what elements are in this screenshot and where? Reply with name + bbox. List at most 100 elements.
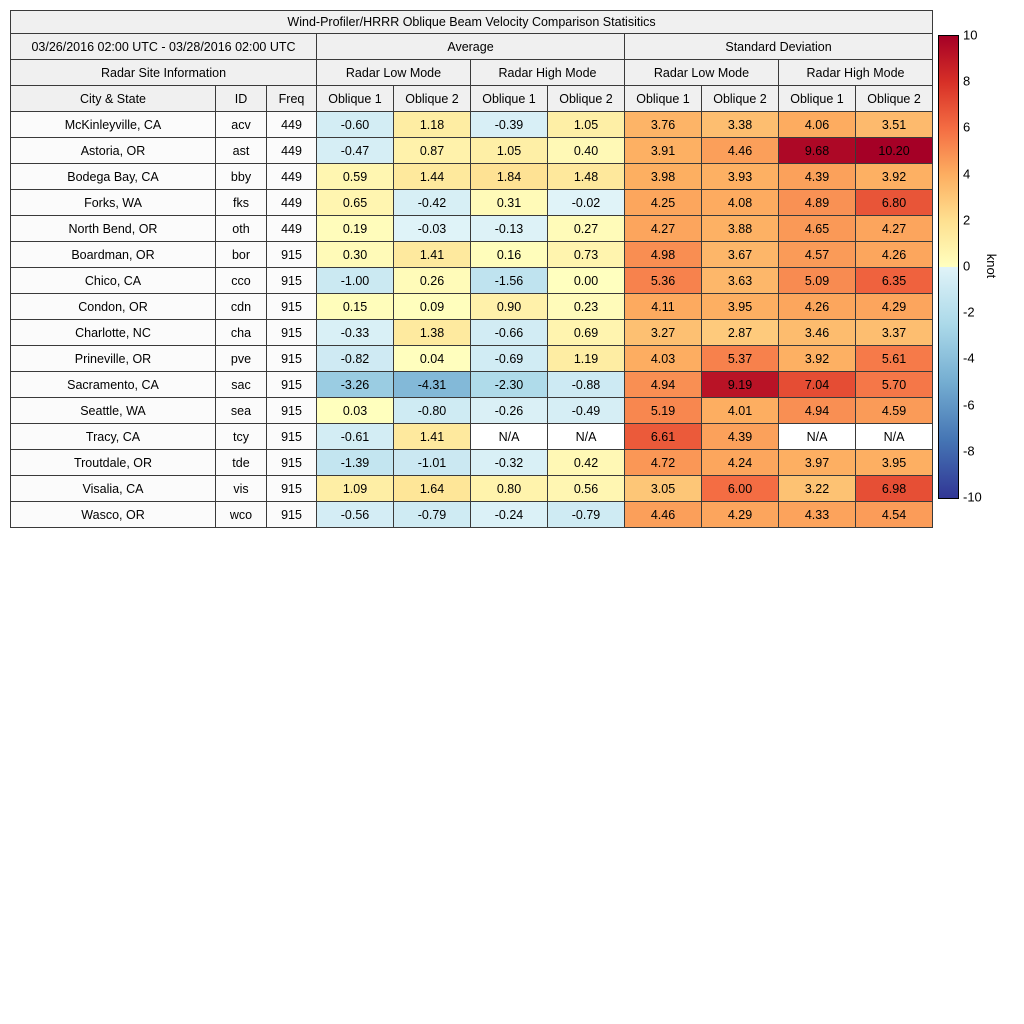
site-id-cell: cdn	[215, 293, 267, 320]
site-id-cell: cha	[215, 319, 267, 346]
value-cell: -2.30	[470, 371, 548, 398]
table-row: Astoria, OR ast 449 -0.47 0.87 1.05 0.40 3.91 4.…	[10, 137, 934, 164]
table-body: McKinleyville, CA acv 449 -0.60 1.18 -0.39 1.0…	[10, 111, 934, 528]
value-cell: -3.26	[316, 371, 394, 398]
value-cell: 4.29	[854, 293, 934, 320]
value-cell: 0.15	[316, 293, 394, 320]
value-cell: 0.31	[470, 189, 548, 216]
value-cell: 3.27	[624, 319, 702, 346]
value-cell: -0.60	[316, 111, 394, 138]
value-cell: 0.65	[316, 189, 394, 216]
colorbar-tick-label: 8	[963, 73, 971, 89]
city-cell: Forks, WA	[10, 189, 216, 216]
value-cell: 3.76	[624, 111, 702, 138]
value-cell: 1.18	[393, 111, 471, 138]
value-cell: 3.37	[854, 319, 934, 346]
value-cell: -0.66	[470, 319, 548, 346]
value-cell: 1.44	[393, 163, 471, 190]
freq-cell: 449	[266, 189, 317, 216]
std-high-mode-header: Radar High Mode	[777, 59, 934, 86]
freq-cell: 915	[266, 319, 317, 346]
value-cell: 4.33	[778, 501, 856, 528]
value-cell: 4.39	[778, 163, 856, 190]
value-cell: -0.49	[547, 397, 625, 424]
colorbar-tick-label: -6	[963, 397, 975, 413]
freq-cell: 915	[266, 501, 317, 528]
column-header-oblique1: Oblique 1	[778, 85, 856, 112]
colorbar-tick-label: 4	[963, 166, 971, 182]
value-cell: 3.95	[701, 293, 779, 320]
site-id-cell: sac	[215, 371, 267, 398]
freq-cell: 915	[266, 345, 317, 372]
value-cell: -0.24	[470, 501, 548, 528]
date-range: 03/26/2016 02:00 UTC - 03/28/2016 02:00 …	[10, 33, 317, 60]
table-row: Bodega Bay, CA bby 449 0.59 1.44 1.84 1.48 3.98…	[10, 163, 934, 190]
value-cell: 3.98	[624, 163, 702, 190]
colorbar-unit-label: knot	[984, 253, 999, 279]
value-cell: -0.39	[470, 111, 548, 138]
value-cell: 6.80	[854, 189, 934, 216]
value-cell: 5.37	[701, 345, 779, 372]
site-info-header: Radar Site Information	[10, 59, 317, 86]
value-cell: 3.95	[854, 449, 934, 476]
site-id-cell: fks	[215, 189, 267, 216]
value-cell: 4.59	[854, 397, 934, 424]
freq-cell: 449	[266, 215, 317, 242]
city-cell: Seattle, WA	[10, 397, 216, 424]
table-row: Charlotte, NC cha 915 -0.33 1.38 -0.66 0.69 3.2…	[10, 319, 934, 346]
value-cell: 3.63	[701, 267, 779, 294]
value-cell: 4.06	[778, 111, 856, 138]
value-cell: 0.03	[316, 397, 394, 424]
column-header-oblique2: Oblique 2	[547, 85, 625, 112]
value-cell: 1.19	[547, 345, 625, 372]
value-cell: 4.39	[701, 423, 779, 450]
value-cell: N/A	[470, 423, 548, 450]
value-cell: 0.59	[316, 163, 394, 190]
colorbar-tick-label: -8	[963, 443, 975, 459]
value-cell: 0.56	[547, 475, 625, 502]
column-header-oblique1: Oblique 1	[624, 85, 702, 112]
value-cell: 0.69	[547, 319, 625, 346]
freq-cell: 915	[266, 293, 317, 320]
colorbar-tick-label: 2	[963, 212, 971, 228]
value-cell: 3.05	[624, 475, 702, 502]
value-cell: 3.67	[701, 241, 779, 268]
value-cell: 6.35	[854, 267, 934, 294]
value-cell: 5.19	[624, 397, 702, 424]
table-row: Visalia, CA vis 915 1.09 1.64 0.80 0.56 3.05 6.0…	[10, 475, 934, 502]
value-cell: -0.79	[393, 501, 471, 528]
column-header-oblique1: Oblique 1	[470, 85, 548, 112]
city-cell: Troutdale, OR	[10, 449, 216, 476]
value-cell: -0.26	[470, 397, 548, 424]
value-cell: 5.09	[778, 267, 856, 294]
table-row: Forks, WA fks 449 0.65 -0.42 0.31 -0.02 4.25 4.0…	[10, 189, 934, 216]
value-cell: -0.02	[547, 189, 625, 216]
freq-cell: 915	[266, 371, 317, 398]
value-cell: 9.19	[701, 371, 779, 398]
figure-title: Wind-Profiler/HRRR Oblique Beam Velocity…	[9, 10, 934, 34]
value-cell: 4.72	[624, 449, 702, 476]
table-row: Sacramento, CA sac 915 -3.26 -4.31 -2.30 -0.88…	[10, 371, 934, 398]
colorbar-tick-label: 10	[963, 27, 978, 43]
value-cell: 4.65	[778, 215, 856, 242]
value-cell: 9.68	[778, 137, 856, 164]
value-cell: 1.41	[393, 423, 471, 450]
value-cell: 1.05	[547, 111, 625, 138]
value-cell: 4.98	[624, 241, 702, 268]
value-cell: -0.88	[547, 371, 625, 398]
city-cell: Bodega Bay, CA	[10, 163, 216, 190]
site-id-cell: bby	[215, 163, 267, 190]
freq-cell: 915	[266, 475, 317, 502]
std-low-mode-header: Radar Low Mode	[624, 59, 779, 86]
group-header-average: Average	[316, 33, 625, 60]
value-cell: 1.84	[470, 163, 548, 190]
table-row: McKinleyville, CA acv 449 -0.60 1.18 -0.39 1.0…	[10, 111, 934, 138]
value-cell: -1.56	[470, 267, 548, 294]
value-cell: 1.38	[393, 319, 471, 346]
site-id-cell: sea	[215, 397, 267, 424]
site-id-cell: vis	[215, 475, 267, 502]
value-cell: 4.24	[701, 449, 779, 476]
city-cell: Tracy, CA	[10, 423, 216, 450]
statistics-figure: Wind-Profiler/HRRR Oblique Beam Velocity…	[9, 10, 934, 528]
value-cell: 6.00	[701, 475, 779, 502]
